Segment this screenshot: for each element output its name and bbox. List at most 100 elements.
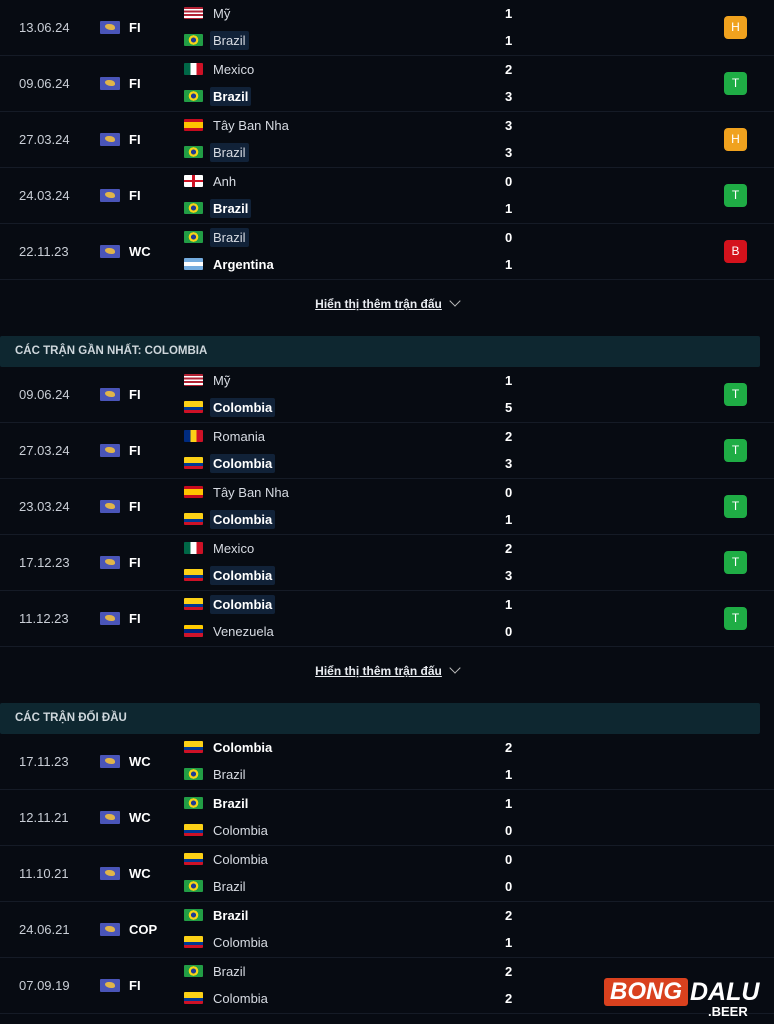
team-name[interactable]: Mexico xyxy=(213,61,255,77)
chevron-down-icon[interactable] xyxy=(449,295,461,307)
away-team[interactable]: Colombia xyxy=(184,453,276,473)
away-team[interactable]: Brazil xyxy=(184,876,249,896)
team-name[interactable]: Colombia xyxy=(213,990,268,1006)
section-header: CÁC TRẬN GẦN NHẤT: COLOMBIA xyxy=(0,336,760,367)
match-date: 13.06.24 xyxy=(19,20,70,35)
br-flag-icon xyxy=(184,90,203,102)
home-team[interactable]: Mexico xyxy=(184,59,257,79)
team-name[interactable]: Romania xyxy=(213,428,266,444)
away-team[interactable]: Colombia xyxy=(184,820,271,840)
home-team[interactable]: Colombia xyxy=(184,594,276,614)
team-name[interactable]: Brazil xyxy=(210,86,252,106)
team-name[interactable]: Colombia xyxy=(210,397,276,417)
team-name[interactable]: Mỹ xyxy=(213,5,231,21)
competition-icon xyxy=(100,979,120,992)
away-score: 0 xyxy=(505,823,513,838)
team-name[interactable]: Argentina xyxy=(213,256,274,272)
home-team[interactable]: Colombia xyxy=(184,849,271,869)
away-team[interactable]: Colombia xyxy=(184,932,271,952)
team-name[interactable]: Colombia xyxy=(210,509,276,529)
team-name[interactable]: Tây Ban Nha xyxy=(213,484,289,500)
home-team[interactable]: Romania xyxy=(184,426,268,446)
match-row[interactable]: 07.09.19 FI Brazil 2 Colombia 2 xyxy=(0,958,774,1014)
show-more-link[interactable]: Hiển thị thêm trận đấu xyxy=(0,647,774,694)
home-team[interactable]: Mexico xyxy=(184,538,257,558)
team-name[interactable]: Anh xyxy=(213,173,237,189)
co-flag-icon xyxy=(184,598,203,610)
home-team[interactable]: Brazil xyxy=(184,961,249,981)
team-name[interactable]: Brazil xyxy=(210,142,249,162)
home-team[interactable]: Mỹ xyxy=(184,370,233,390)
home-team[interactable]: Tây Ban Nha xyxy=(184,482,292,502)
home-team[interactable]: Colombia xyxy=(184,737,275,757)
co-flag-icon xyxy=(184,936,203,948)
team-name[interactable]: Brazil xyxy=(213,795,249,811)
team-name[interactable]: Brazil xyxy=(210,227,249,247)
show-more-label[interactable]: Hiển thị thêm trận đấu xyxy=(315,663,442,678)
team-name[interactable]: Colombia xyxy=(213,739,273,755)
show-more-label[interactable]: Hiển thị thêm trận đấu xyxy=(315,296,442,311)
away-score: 3 xyxy=(505,568,513,583)
team-name[interactable]: Brazil xyxy=(210,198,252,218)
match-date: 22.11.23 xyxy=(19,244,69,259)
home-team[interactable]: Brazil xyxy=(184,793,251,813)
away-score: 0 xyxy=(505,879,513,894)
ve-flag-icon xyxy=(184,625,203,637)
away-team[interactable]: Brazil xyxy=(184,142,249,162)
match-row[interactable]: 27.03.24 FI Romania 2 Colombia 3 T xyxy=(0,423,774,479)
team-name[interactable]: Tây Ban Nha xyxy=(213,117,289,133)
team-name[interactable]: Colombia xyxy=(213,822,268,838)
home-team[interactable]: Anh xyxy=(184,171,239,191)
away-team[interactable]: Colombia xyxy=(184,509,276,529)
team-name[interactable]: Brazil xyxy=(213,878,246,894)
away-team[interactable]: Colombia xyxy=(184,397,276,417)
show-more-link[interactable]: Hiển thị thêm trận đấu xyxy=(0,280,774,327)
competition-icon xyxy=(100,500,120,513)
match-row[interactable]: 09.06.24 FI Mexico 2 Brazil 3 T xyxy=(0,56,774,112)
match-row[interactable]: 23.03.24 FI Tây Ban Nha 0 Colombia 1 T xyxy=(0,479,774,535)
match-row[interactable]: 17.12.23 FI Mexico 2 Colombia 3 T xyxy=(0,535,774,591)
match-row[interactable]: 27.03.24 FI Tây Ban Nha 3 Brazil 3 H xyxy=(0,112,774,168)
away-team[interactable]: Colombia xyxy=(184,565,276,585)
team-name[interactable]: Mỹ xyxy=(213,372,231,388)
team-name[interactable]: Brazil xyxy=(213,907,249,923)
home-team[interactable]: Brazil xyxy=(184,905,251,925)
chevron-down-icon[interactable] xyxy=(449,662,461,674)
match-row[interactable]: 11.12.23 FI Colombia 1 Venezuela 0 T xyxy=(0,591,774,647)
away-team[interactable]: Brazil xyxy=(184,198,252,218)
away-team[interactable]: Brazil xyxy=(184,86,252,106)
match-date: 17.11.23 xyxy=(19,754,69,769)
match-row[interactable]: 11.10.21 WC Colombia 0 Brazil 0 xyxy=(0,846,774,902)
match-row[interactable]: 24.06.21 COP Brazil 2 Colombia 1 xyxy=(0,902,774,958)
match-row[interactable]: 22.11.23 WC Brazil 0 Argentina 1 B xyxy=(0,224,774,280)
home-team[interactable]: Brazil xyxy=(184,227,249,247)
match-row[interactable]: 17.11.23 WC Colombia 2 Brazil 1 xyxy=(0,734,774,790)
team-name[interactable]: Venezuela xyxy=(213,623,274,639)
team-name[interactable]: Colombia xyxy=(213,851,268,867)
team-name[interactable]: Colombia xyxy=(210,594,276,614)
away-team[interactable]: Argentina xyxy=(184,254,277,274)
away-score: 2 xyxy=(505,991,513,1006)
home-team[interactable]: Tây Ban Nha xyxy=(184,115,292,135)
team-name[interactable]: Mexico xyxy=(213,540,255,556)
match-row[interactable]: 09.06.24 FI Mỹ 1 Colombia 5 T xyxy=(0,367,774,423)
team-name[interactable]: Brazil xyxy=(210,30,249,50)
match-row[interactable]: 12.11.21 WC Brazil 1 Colombia 0 xyxy=(0,790,774,846)
home-team[interactable]: Mỹ xyxy=(184,3,233,23)
match-date: 07.09.19 xyxy=(19,978,70,993)
match-row[interactable]: 13.06.24 FI Mỹ 1 Brazil 1 H xyxy=(0,0,774,56)
team-name[interactable]: Colombia xyxy=(210,453,276,473)
br-flag-icon xyxy=(184,768,203,780)
away-team[interactable]: Venezuela xyxy=(184,621,277,641)
match-row[interactable]: 24.03.24 FI Anh 0 Brazil 1 T xyxy=(0,168,774,224)
team-name[interactable]: Colombia xyxy=(210,565,276,585)
away-team[interactable]: Brazil xyxy=(184,30,249,50)
team-name[interactable]: Brazil xyxy=(213,766,246,782)
away-team[interactable]: Brazil xyxy=(184,764,249,784)
team-name[interactable]: Brazil xyxy=(213,963,246,979)
match-date: 17.12.23 xyxy=(19,555,70,570)
team-name[interactable]: Colombia xyxy=(213,934,268,950)
competition-icon xyxy=(100,612,120,625)
away-team[interactable]: Colombia xyxy=(184,988,271,1008)
competition-code: FI xyxy=(129,499,141,514)
